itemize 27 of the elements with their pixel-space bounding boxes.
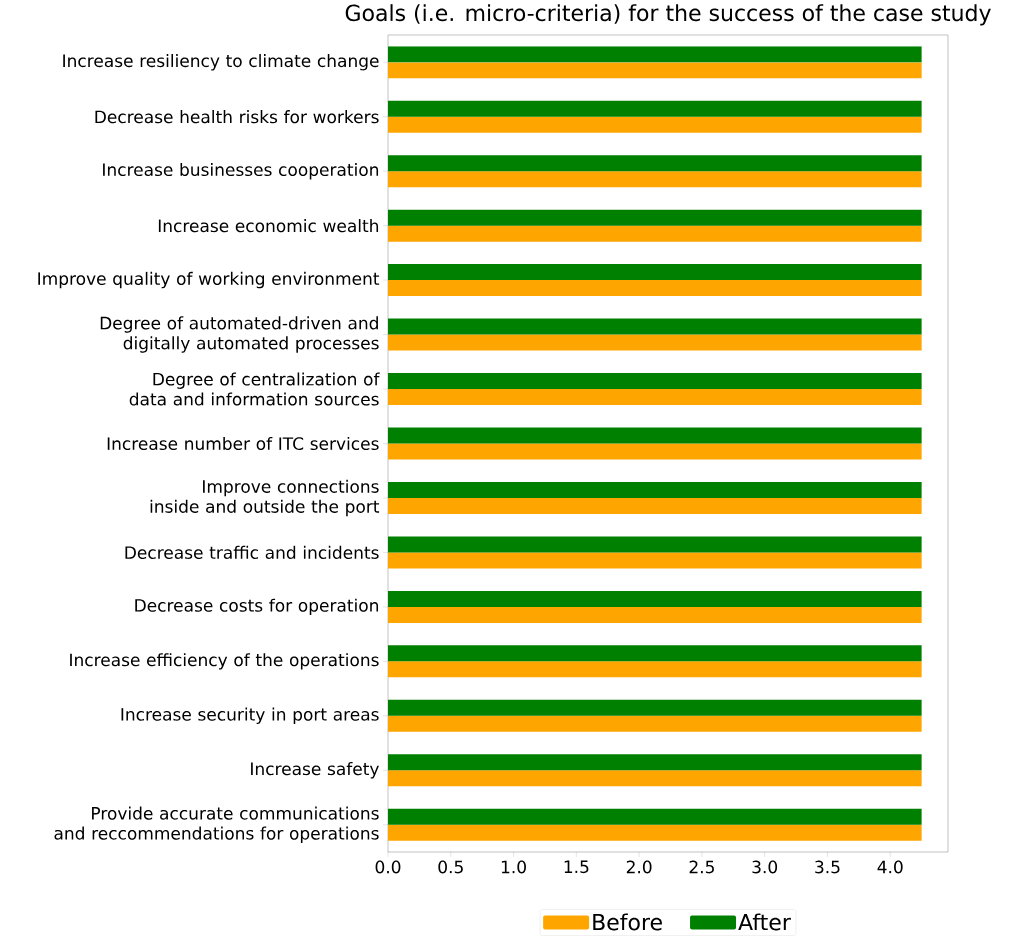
x-tick-label: 0.5 <box>438 860 463 874</box>
x-tick-label: 3.0 <box>752 860 778 874</box>
legend-label: After <box>738 913 791 931</box>
y-tick-label: Increase safety <box>251 762 379 779</box>
y-tick-label: Provide accurate communications and reccommendations for operations <box>54 806 379 843</box>
legend-label: Before <box>593 913 662 931</box>
y-tick-label: Decrease traffic and incidents <box>125 545 379 560</box>
y-tick-label: Improve connections inside and outside the port <box>150 479 380 517</box>
y-tick-label: Degree of automated-driven and digitally automated processes <box>100 316 379 353</box>
y-tick-label: Improve quality of working environment <box>38 271 380 289</box>
x-tick-label: 1.0 <box>501 860 526 874</box>
y-tick-label: Decrease health risks for workers <box>95 110 379 124</box>
x-tick-label: 1.5 <box>564 860 589 874</box>
x-tick-label: 2.0 <box>626 860 652 874</box>
y-tick-label: Increase economic wealth <box>158 219 379 233</box>
y-tick-label: Degree of centralization of data and information sources <box>129 372 380 406</box>
y-tick-label: Increase efficiency of the operations <box>70 653 379 670</box>
chart-title: Goals (i.e. micro-criteria) for the success of the case study <box>345 4 991 26</box>
y-tick-label: Increase resiliency to climate change <box>63 54 379 71</box>
x-tick-label: 3.5 <box>815 860 840 874</box>
y-tick-label: Increase businesses cooperation <box>103 162 379 180</box>
x-tick-label: 4.0 <box>877 860 903 874</box>
y-tick-label: Decrease costs for operation <box>135 598 379 616</box>
y-tick-label: Increase number of ITC services <box>107 436 379 451</box>
y-tick-label: Increase security in port areas <box>121 707 379 725</box>
x-tick-label: 2.5 <box>689 860 714 874</box>
x-tick-label: 0.0 <box>375 860 401 874</box>
